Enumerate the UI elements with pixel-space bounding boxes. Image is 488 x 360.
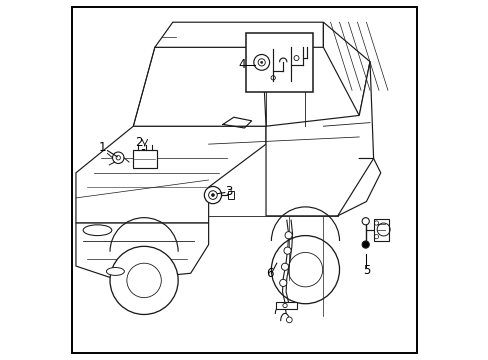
Circle shape — [286, 317, 292, 323]
Ellipse shape — [83, 225, 112, 235]
Polygon shape — [76, 126, 265, 223]
Circle shape — [271, 235, 339, 304]
Circle shape — [204, 186, 221, 204]
Text: 5: 5 — [362, 264, 369, 277]
Polygon shape — [265, 62, 373, 216]
Polygon shape — [155, 22, 323, 47]
Circle shape — [112, 152, 124, 163]
Bar — [246, 33, 312, 92]
Text: 6: 6 — [265, 267, 273, 280]
Ellipse shape — [106, 267, 124, 275]
Circle shape — [285, 231, 292, 239]
Circle shape — [362, 218, 368, 225]
Bar — [373, 220, 388, 241]
Polygon shape — [76, 223, 208, 280]
Bar — [227, 192, 234, 199]
Bar — [276, 302, 296, 309]
Text: 1: 1 — [99, 141, 106, 154]
Text: 2: 2 — [135, 136, 142, 149]
Circle shape — [211, 194, 214, 197]
Text: 4: 4 — [237, 58, 245, 71]
Circle shape — [110, 246, 178, 315]
Circle shape — [362, 241, 368, 248]
Circle shape — [253, 54, 269, 70]
Circle shape — [281, 263, 288, 270]
Circle shape — [284, 247, 290, 254]
Polygon shape — [133, 47, 265, 126]
Text: 3: 3 — [224, 185, 232, 198]
Bar — [132, 149, 157, 168]
Circle shape — [279, 279, 286, 287]
Circle shape — [260, 61, 262, 63]
Polygon shape — [323, 22, 369, 116]
